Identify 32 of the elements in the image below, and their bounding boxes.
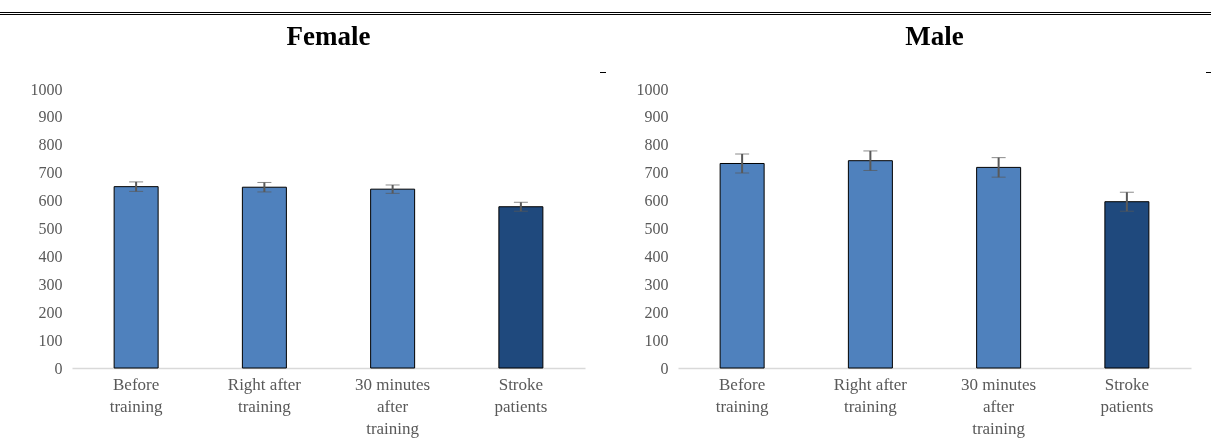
x-tick-label: Right after training — [833, 374, 907, 416]
chart-title: Male — [904, 21, 964, 51]
y-tick-label: 500 — [644, 220, 668, 237]
y-tick-label: 600 — [644, 192, 668, 210]
y-tick-label: 500 — [38, 220, 63, 237]
y-tick-label: 100 — [644, 331, 668, 349]
y-tick-label: 900 — [38, 108, 63, 126]
y-tick-label: 1000 — [30, 80, 63, 98]
y-tick-label: 900 — [644, 108, 668, 126]
y-tick-label: 0 — [660, 359, 668, 377]
y-tick-label: 400 — [644, 247, 668, 265]
x-tick-label: 30 minutes after training — [355, 374, 431, 438]
y-tick-label: 700 — [644, 164, 668, 182]
y-tick-label: 400 — [38, 247, 63, 265]
x-tick-label: Stroke patients — [494, 374, 548, 416]
y-tick-label: 600 — [38, 192, 63, 210]
x-tick-label: Before training — [109, 374, 164, 416]
y-tick-label: 800 — [38, 136, 63, 154]
y-tick-label: 800 — [644, 136, 668, 154]
y-tick-label: 0 — [54, 359, 63, 377]
x-tick-label: Stroke patients — [1099, 374, 1153, 416]
x-tick-label: Right after training — [227, 374, 302, 416]
y-tick-label: 300 — [644, 275, 668, 293]
y-tick-label: 100 — [38, 331, 63, 349]
y-tick-label: 1000 — [636, 80, 668, 98]
y-tick-label: 700 — [38, 164, 63, 182]
x-tick-label: Before training — [715, 374, 769, 416]
chart-title: Female — [286, 21, 371, 51]
y-tick-label: 200 — [644, 303, 668, 321]
y-tick-label: 200 — [38, 303, 63, 321]
x-tick-label: 30 minutes after training — [960, 374, 1036, 438]
y-tick-label: 300 — [38, 275, 63, 293]
